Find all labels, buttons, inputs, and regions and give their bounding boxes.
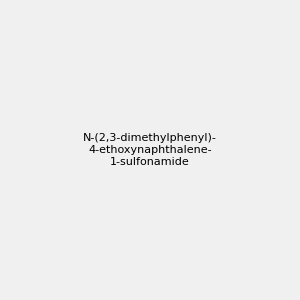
Text: N-(2,3-dimethylphenyl)-
4-ethoxynaphthalene-
1-sulfonamide: N-(2,3-dimethylphenyl)- 4-ethoxynaphthal… [83, 134, 217, 166]
